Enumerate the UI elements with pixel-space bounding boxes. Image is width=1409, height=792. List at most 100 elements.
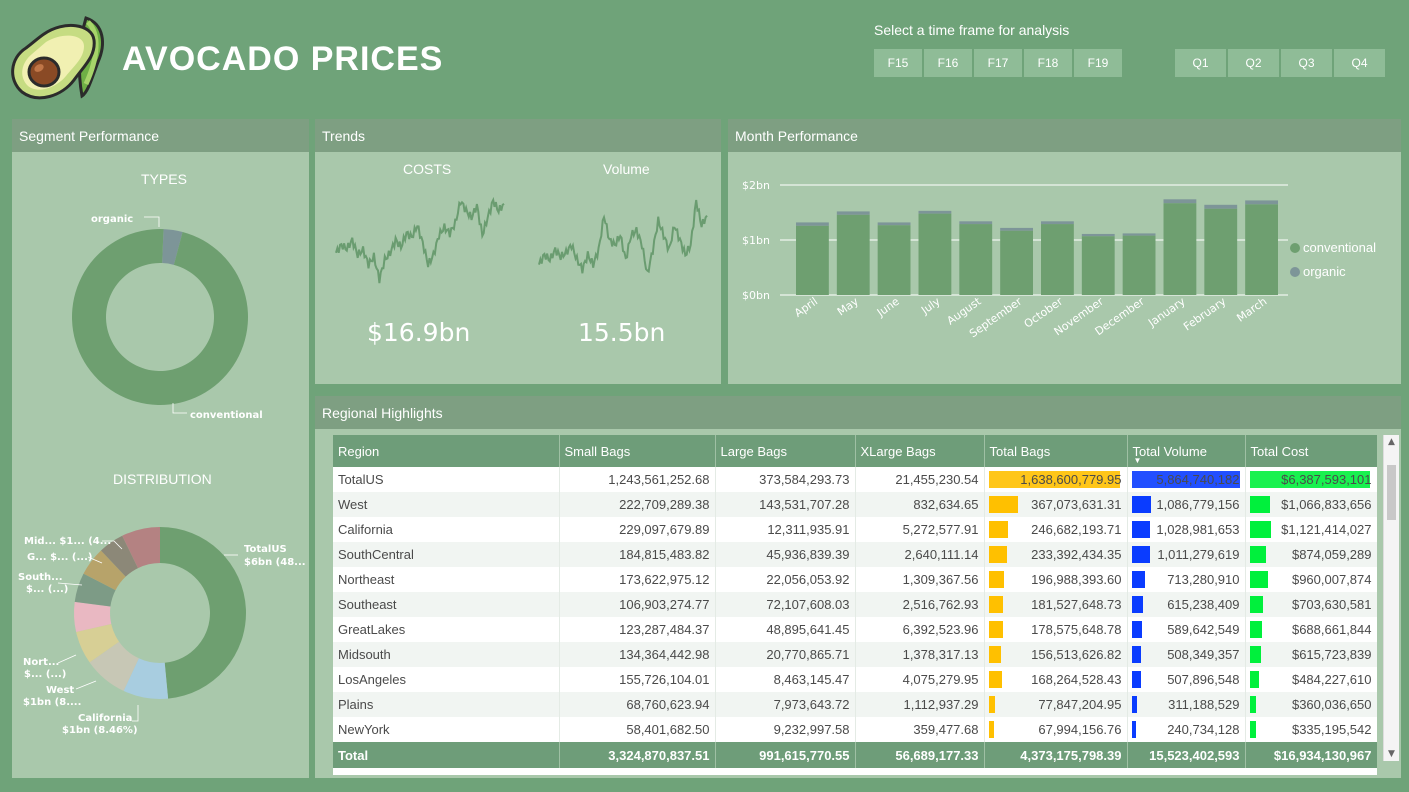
distribution-donut-chart[interactable]: TotalUS $6bn (48... Mid... $1... (4... G… [12, 525, 309, 775]
column-header-total-cost[interactable]: Total Cost [1245, 435, 1377, 467]
types-donut-chart[interactable]: organic conventional [12, 195, 309, 435]
bar-organic-december[interactable] [1122, 233, 1156, 236]
bar-conventional-january[interactable] [1163, 203, 1197, 295]
bar-organic-april[interactable] [796, 222, 829, 226]
cell-small-bags: 155,726,104.01 [559, 667, 716, 692]
column-header-large-bags[interactable]: Large Bags [715, 435, 856, 467]
donut-slice-greatlakes[interactable] [83, 550, 126, 591]
bar-conventional-july[interactable] [918, 213, 952, 295]
column-header-xlarge-bags[interactable]: XLarge Bags [855, 435, 985, 467]
bar-organic-june[interactable] [877, 222, 911, 226]
cell-value: 246,682,193.71 [1031, 522, 1122, 537]
cell-value: 367,073,631.31 [1031, 497, 1122, 512]
donut-slice-west[interactable] [89, 641, 139, 691]
cell-total-volume: 1,086,779,156 [1127, 492, 1246, 517]
donut-slice-other[interactable] [122, 527, 160, 569]
bar-conventional-february[interactable] [1204, 208, 1238, 295]
table-row[interactable]: NewYork 58,401,682.50 9,232,997.58 359,477.… [333, 717, 1377, 742]
cell-value: 589,642,549 [1167, 622, 1240, 637]
fy-button-f15[interactable]: F15 [874, 49, 922, 77]
costs-sparkline[interactable] [330, 190, 510, 300]
cell-region: West [333, 492, 560, 517]
bar-organic-july[interactable] [918, 210, 952, 214]
types-slice-conventional[interactable] [72, 229, 249, 405]
donut-slice-california[interactable] [123, 658, 169, 699]
table-row[interactable]: Plains 68,760,623.94 7,973,643.72 1,112,937… [333, 692, 1377, 717]
fy-button-f16[interactable]: F16 [924, 49, 972, 77]
bar-organic-january[interactable] [1163, 199, 1197, 204]
bar-conventional-october[interactable] [1041, 224, 1074, 295]
bar-organic-august[interactable] [959, 221, 993, 225]
cell-value: $1,121,414,027 [1281, 522, 1372, 537]
month-bar-chart[interactable]: $0bn$1bn$2bn April May June July AugustSepte… [728, 152, 1288, 384]
data-bar [1249, 496, 1270, 513]
types-label-organic: organic [91, 214, 133, 225]
table-row[interactable]: Northeast 173,622,975.12 22,056,053.92 1,30… [333, 567, 1377, 592]
cell-small-bags: 173,622,975.12 [559, 567, 716, 592]
table-row[interactable]: GreatLakes 123,287,484.37 48,895,641.45 6,3… [333, 617, 1377, 642]
fy-button-f17[interactable]: F17 [974, 49, 1022, 77]
donut-slice-totalus[interactable] [160, 527, 247, 699]
table-row[interactable]: West 222,709,289.38 143,531,707.28 832,634.… [333, 492, 1377, 517]
cell-small-bags: 134,364,442.98 [559, 642, 716, 667]
bar-organic-november[interactable] [1081, 233, 1115, 237]
volume-sparkline[interactable] [533, 190, 713, 300]
cell-value: $335,195,542 [1291, 722, 1372, 737]
y-tick-label: $2bn [742, 179, 770, 192]
cell-total-bags: 178,575,648.78 [984, 617, 1128, 642]
bar-conventional-april[interactable] [796, 225, 829, 295]
donut-slice-midsouth[interactable] [100, 535, 139, 577]
legend-item-organic[interactable]: organic [1290, 264, 1376, 279]
donut-slice-northeast[interactable] [76, 624, 120, 663]
data-bar [1249, 671, 1259, 688]
cell-total-cost: $484,227,610 [1245, 667, 1377, 692]
bar-organic-october[interactable] [1041, 221, 1074, 225]
quarter-button-q4[interactable]: Q4 [1334, 49, 1385, 77]
donut-slice-southcentral[interactable] [74, 573, 116, 607]
bar-conventional-september[interactable] [1000, 230, 1033, 295]
table-row[interactable]: LosAngeles 155,726,104.01 8,463,145.47 4,07… [333, 667, 1377, 692]
bar-conventional-may[interactable] [836, 214, 870, 295]
dist-label-g: G... $... (...) [27, 552, 92, 563]
cell-total-bags: 181,527,648.73 [984, 592, 1128, 617]
data-bar [988, 546, 1008, 563]
bar-conventional-june[interactable] [877, 225, 911, 295]
cell-value: 181,527,648.73 [1031, 597, 1122, 612]
table-scrollbar[interactable]: ▲ ▼ [1383, 435, 1399, 761]
quarter-button-q1[interactable]: Q1 [1175, 49, 1226, 77]
bar-organic-may[interactable] [836, 211, 870, 215]
table-row[interactable]: SouthCentral 184,815,483.82 45,936,839.39 2… [333, 542, 1377, 567]
bar-conventional-december[interactable] [1122, 235, 1156, 295]
cell-small-bags: 106,903,274.77 [559, 592, 716, 617]
column-header-total-volume[interactable]: Total Volume ▼ [1127, 435, 1246, 467]
cell-region: Plains [333, 692, 560, 717]
bar-conventional-march[interactable] [1245, 204, 1278, 295]
bar-organic-march[interactable] [1245, 200, 1278, 205]
cell-value: 1,028,981,653 [1156, 522, 1240, 537]
column-header-small-bags[interactable]: Small Bags [559, 435, 716, 467]
cell-region: NewYork [333, 717, 560, 742]
quarter-button-q2[interactable]: Q2 [1228, 49, 1279, 77]
fy-button-f19[interactable]: F19 [1074, 49, 1122, 77]
bar-organic-february[interactable] [1204, 204, 1238, 209]
fy-button-f18[interactable]: F18 [1024, 49, 1072, 77]
data-bar [988, 721, 994, 738]
cell-value: 67,994,156.76 [1038, 722, 1122, 737]
volume-kpi-value: 15.5bn [578, 318, 666, 347]
scroll-down-icon[interactable]: ▼ [1388, 749, 1395, 759]
donut-slice-southeast[interactable] [74, 601, 112, 632]
legend-item-conventional[interactable]: conventional [1290, 240, 1376, 255]
bar-conventional-november[interactable] [1081, 236, 1115, 295]
scrollbar-thumb[interactable] [1387, 465, 1396, 520]
table-row[interactable]: Southeast 106,903,274.77 72,107,608.03 2,51… [333, 592, 1377, 617]
column-header-total-bags[interactable]: Total Bags [984, 435, 1128, 467]
bar-organic-september[interactable] [1000, 227, 1033, 231]
table-row[interactable]: Midsouth 134,364,442.98 20,770,865.71 1,378… [333, 642, 1377, 667]
table-row[interactable]: TotalUS 1,243,561,252.68 373,584,293.73 21,… [333, 467, 1377, 492]
column-header-region[interactable]: Region [333, 435, 560, 467]
types-slice-organic[interactable] [162, 229, 183, 265]
scroll-up-icon[interactable]: ▲ [1388, 437, 1395, 447]
bar-conventional-august[interactable] [959, 224, 993, 295]
table-row[interactable]: California 229,097,679.89 12,311,935.91 5,2… [333, 517, 1377, 542]
quarter-button-q3[interactable]: Q3 [1281, 49, 1332, 77]
